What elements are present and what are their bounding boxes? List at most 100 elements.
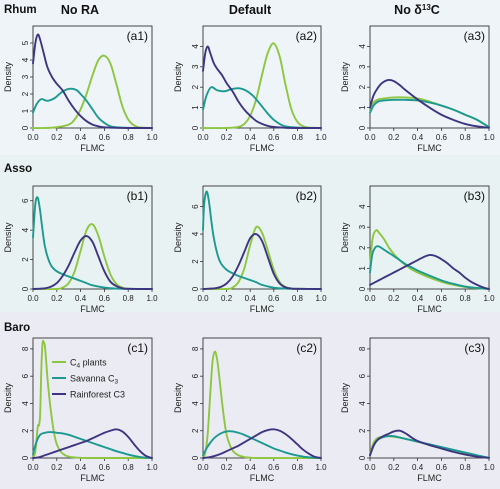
- x-tick-label: 0.2: [388, 133, 400, 142]
- row-b-background: [0, 155, 500, 312]
- y-axis-label: Density: [340, 61, 350, 92]
- x-tick-label: 0.8: [123, 463, 135, 472]
- row-title-asso: Asso: [4, 163, 32, 175]
- x-axis-label: FLMC: [80, 304, 105, 314]
- x-tick-label: 0.0: [27, 463, 39, 472]
- legend-label-c4: C4 plants: [70, 358, 107, 370]
- y-tick-label: 4: [21, 401, 30, 406]
- series-line-savanna: [369, 98, 490, 128]
- x-tick-label: 0.8: [123, 294, 135, 303]
- x-axis-label: FLMC: [417, 473, 442, 483]
- plot-frame: [369, 185, 490, 290]
- y-tick-label: 2: [191, 428, 200, 433]
- series-line-savanna: [202, 190, 322, 290]
- y-tick-label: 4: [21, 57, 30, 62]
- x-tick-label: 0.6: [268, 294, 280, 303]
- series-line-c4: [202, 350, 322, 459]
- y-axis-label: Density: [173, 222, 183, 253]
- x-tick-label: 0.2: [51, 133, 63, 142]
- panel-a3: 0.0 0.2 0.4 0.6 0.8 1.0 0 1 2 3 4 FLMC Density (a3): [340, 25, 495, 153]
- x-tick-label: 1.0: [146, 463, 158, 472]
- x-axis-label: FLMC: [250, 304, 275, 314]
- panel-label: (b1): [127, 189, 148, 203]
- plot-frame: [202, 185, 322, 290]
- y-tick-label: 1: [358, 266, 367, 271]
- y-tick-label: 0: [21, 455, 30, 460]
- x-tick-label: 0.2: [51, 463, 63, 472]
- series-line-c4: [202, 42, 322, 130]
- x-tick-label: 0.4: [412, 294, 424, 303]
- panel-label: (c2): [296, 341, 317, 355]
- x-tick-label: 0.0: [197, 294, 209, 303]
- row-a-background: [0, 0, 500, 155]
- x-tick-label: 0.4: [75, 463, 87, 472]
- legend: C4 plants Savanna C3 Rainforest C3: [52, 358, 125, 400]
- x-tick-label: 0.4: [412, 133, 424, 142]
- panel-label: (b2): [296, 189, 317, 203]
- y-tick-label: 0: [191, 455, 200, 460]
- x-tick-label: 0.4: [245, 294, 257, 303]
- x-tick-label: 0.8: [292, 463, 304, 472]
- series-line-savanna: [202, 86, 322, 129]
- y-tick-label: 3: [191, 64, 200, 69]
- y-tick-label: 4: [191, 401, 200, 406]
- x-axis-label: FLMC: [417, 304, 442, 314]
- y-tick-label: 5: [21, 40, 30, 45]
- x-tick-label: 0.2: [388, 294, 400, 303]
- column-title-no-d13c: No δ13C: [394, 3, 440, 18]
- series-line-rainforest: [369, 429, 490, 459]
- x-tick-label: 0.0: [197, 463, 209, 472]
- row-title-baro: Baro: [4, 322, 30, 334]
- y-tick-label: 6: [191, 373, 200, 378]
- series-line-savanna: [202, 430, 322, 459]
- y-axis-label: Density: [340, 222, 350, 253]
- y-tick-label: 6: [358, 373, 367, 378]
- y-tick-label: 4: [191, 231, 200, 236]
- y-tick-label: 1: [21, 108, 30, 113]
- x-tick-label: 0.8: [292, 133, 304, 142]
- y-tick-label: 0: [358, 125, 367, 130]
- series-line-rainforest: [32, 428, 153, 459]
- x-tick-label: 1.0: [315, 463, 327, 472]
- column-title-default: Default: [229, 3, 272, 17]
- y-tick-label: 2: [191, 259, 200, 264]
- y-tick-label: 0: [191, 125, 200, 130]
- y-tick-label: 8: [358, 346, 367, 351]
- y-tick-label: 1: [191, 105, 200, 110]
- x-tick-label: 0.0: [364, 294, 376, 303]
- x-tick-label: 1.0: [315, 294, 327, 303]
- y-tick-label: 4: [21, 227, 30, 232]
- x-axis-label: FLMC: [250, 143, 275, 153]
- x-tick-label: 0.0: [27, 133, 39, 142]
- x-tick-label: 0.6: [436, 294, 448, 303]
- x-tick-label: 0.4: [75, 294, 87, 303]
- x-tick-label: 0.0: [27, 294, 39, 303]
- panel-a1: 0.0 0.2 0.4 0.6 0.8 1.0 0 1 2 3 4 5 FLMC Density (a1): [3, 25, 158, 153]
- y-tick-label: 2: [191, 84, 200, 89]
- y-tick-label: 0: [21, 286, 30, 291]
- x-tick-label: 0.8: [123, 133, 135, 142]
- series-line-rainforest: [202, 428, 322, 459]
- y-tick-label: 3: [21, 74, 30, 79]
- y-tick-label: 0: [358, 286, 367, 291]
- y-tick-label: 6: [21, 198, 30, 203]
- panel-c3: 0.0 0.2 0.4 0.6 0.8 1.0 0 2 4 6 8 FLMC Density (c3): [340, 337, 495, 483]
- x-tick-label: 0.8: [460, 294, 472, 303]
- x-tick-label: 0.8: [292, 294, 304, 303]
- y-tick-label: 2: [21, 91, 30, 96]
- series-line-rainforest: [369, 254, 490, 290]
- y-tick-label: 2: [21, 257, 30, 262]
- y-axis-label: Density: [340, 382, 350, 413]
- panel-c1: 0.0 0.2 0.4 0.6 0.8 1.0 0 2 4 6 8 FLMC Density (c1): [3, 337, 158, 483]
- x-tick-label: 1.0: [483, 294, 495, 303]
- x-tick-label: 1.0: [146, 133, 158, 142]
- series-line-rainforest: [369, 79, 490, 129]
- x-tick-label: 0.2: [221, 463, 233, 472]
- x-tick-label: 0.0: [364, 133, 376, 142]
- panel-b3: 0.0 0.2 0.4 0.6 0.8 1.0 0 1 2 3 4 FLMC Density (b3): [340, 185, 495, 314]
- series-line-savanna: [32, 431, 153, 459]
- x-tick-label: 0.0: [364, 463, 376, 472]
- y-tick-label: 2: [358, 245, 367, 250]
- series-line-c4: [32, 54, 153, 130]
